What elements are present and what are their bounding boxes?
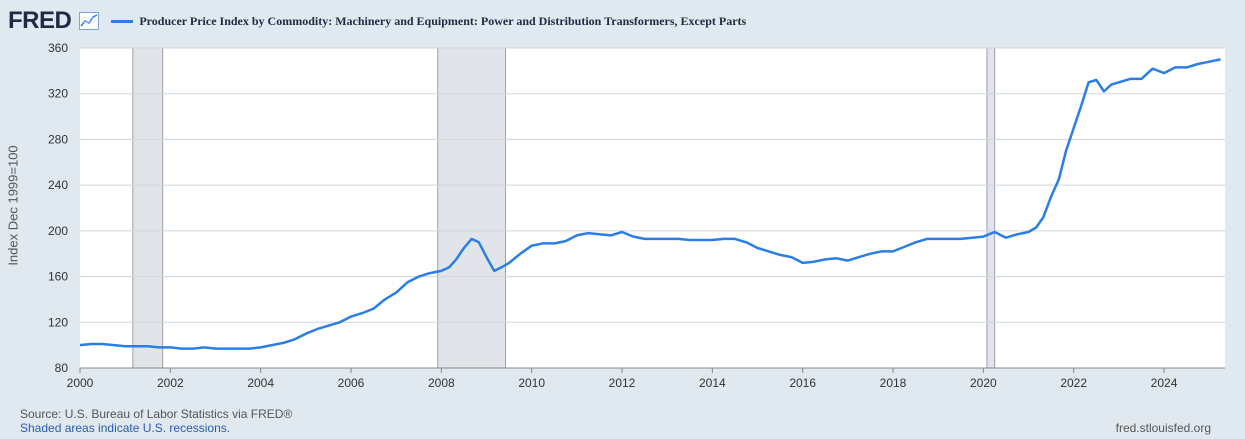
plot-background	[80, 48, 1225, 368]
y-axis-label: Index Dec 1999=100	[5, 144, 21, 266]
y-tick-label: 120	[48, 315, 68, 329]
chart-header: FRED Producer Price Index by Commodity: …	[8, 6, 746, 36]
recession-layer	[132, 48, 996, 368]
recessions-note[interactable]: Shaded areas indicate U.S. recessions.	[20, 421, 231, 435]
recession-band	[132, 48, 163, 368]
legend-swatch	[111, 19, 134, 23]
x-tick-label: 2004	[247, 376, 274, 390]
y-tick-label: 240	[48, 178, 68, 192]
series-title: Producer Price Index by Commodity: Machi…	[139, 13, 747, 28]
footer-source: Source: U.S. Bureau of Labor Statistics …	[20, 407, 292, 435]
y-tick-label: 360	[48, 41, 68, 55]
y-tick-label: 200	[48, 224, 68, 238]
y-tick-label: 80	[55, 361, 69, 375]
x-tick-label: 2014	[699, 376, 726, 390]
source-text[interactable]: Source: U.S. Bureau of Labor Statistics …	[20, 407, 293, 421]
site-url[interactable]: fred.stlouisfed.org	[1115, 421, 1211, 435]
y-axis: 80 120 160 200 240 280 320 360	[48, 41, 68, 375]
x-tick-label: 2020	[970, 376, 997, 390]
y-tick-label: 320	[48, 87, 68, 101]
x-axis: 2000 2002 2004 2006 2008 2010 2012 2014 2016 2018…	[67, 367, 1225, 390]
x-tick-label: 2008	[428, 376, 455, 390]
line-graph-icon[interactable]	[79, 12, 100, 30]
y-tick-label: 280	[48, 132, 68, 146]
x-tick-label: 2010	[518, 376, 545, 390]
x-tick-label: 2006	[338, 376, 365, 390]
recession-band	[986, 48, 995, 368]
x-tick-label: 2000	[67, 376, 94, 390]
y-axis-title: Index Dec 1999=100	[0, 40, 26, 370]
series-line[interactable]	[79, 58, 1221, 350]
x-tick-label: 2012	[609, 376, 636, 390]
x-tick-label: 2022	[1060, 376, 1087, 390]
series-layer	[79, 58, 1221, 350]
x-tick-label: 2002	[157, 376, 184, 390]
fred-logo[interactable]: FRED	[8, 7, 72, 34]
recession-band	[437, 48, 506, 368]
x-tick-label: 2016	[789, 376, 816, 390]
x-tick-label: 2024	[1151, 376, 1178, 390]
x-tick-label: 2018	[880, 376, 907, 390]
y-tick-label: 160	[48, 270, 68, 284]
